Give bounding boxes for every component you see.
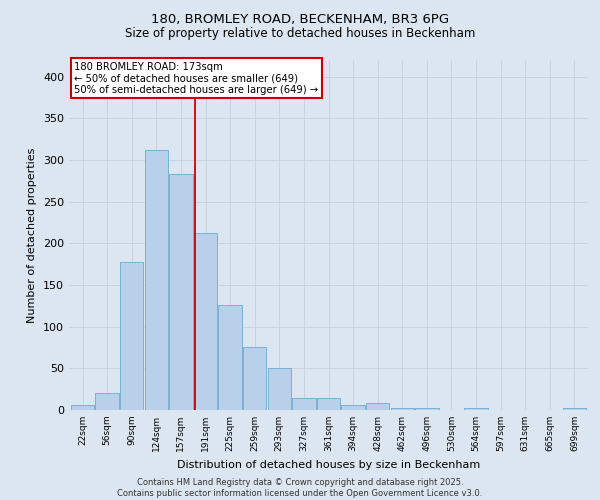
Bar xyxy=(415,408,439,410)
Text: Size of property relative to detached houses in Beckenham: Size of property relative to detached ho… xyxy=(125,28,475,40)
Bar xyxy=(71,405,94,410)
Text: 180 BROMLEY ROAD: 173sqm
← 50% of detached houses are smaller (649)
50% of semi-: 180 BROMLEY ROAD: 173sqm ← 50% of detach… xyxy=(74,62,319,95)
Text: Contains HM Land Registry data © Crown copyright and database right 2025.
Contai: Contains HM Land Registry data © Crown c… xyxy=(118,478,482,498)
Bar xyxy=(366,404,389,410)
Bar xyxy=(95,394,119,410)
Bar xyxy=(218,305,242,410)
X-axis label: Distribution of detached houses by size in Beckenham: Distribution of detached houses by size … xyxy=(177,460,480,469)
Bar xyxy=(194,232,217,410)
Bar xyxy=(292,398,316,410)
Bar xyxy=(317,398,340,410)
Bar xyxy=(341,405,365,410)
Bar xyxy=(169,174,193,410)
Bar xyxy=(464,408,488,410)
Bar xyxy=(243,346,266,410)
Bar xyxy=(268,368,291,410)
Text: 180, BROMLEY ROAD, BECKENHAM, BR3 6PG: 180, BROMLEY ROAD, BECKENHAM, BR3 6PG xyxy=(151,12,449,26)
Bar xyxy=(391,408,414,410)
Bar xyxy=(120,262,143,410)
Bar xyxy=(563,408,586,410)
Bar xyxy=(145,150,168,410)
Y-axis label: Number of detached properties: Number of detached properties xyxy=(28,148,37,322)
